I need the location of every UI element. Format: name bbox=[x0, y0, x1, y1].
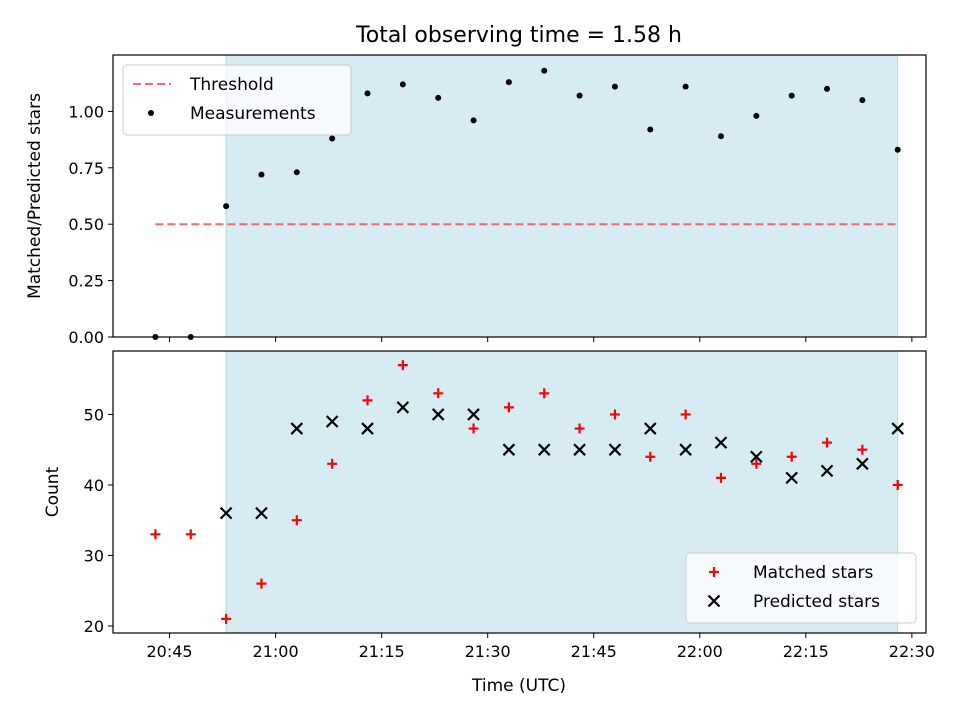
top-legend-box bbox=[122, 64, 352, 136]
measurement-point bbox=[505, 79, 512, 86]
measurement-point bbox=[717, 133, 724, 140]
matched-star-point bbox=[327, 458, 338, 469]
predicted-star-point bbox=[219, 506, 233, 520]
bottom-axes-frame bbox=[112, 350, 927, 634]
legend-label: Matched stars bbox=[753, 563, 873, 583]
predicted-star-point bbox=[750, 450, 763, 464]
predicted-star-point bbox=[502, 443, 516, 456]
matched-star-point bbox=[397, 360, 408, 371]
x-tick-label: 22:15 bbox=[783, 642, 829, 661]
bottom-y-tick-label: 30 bbox=[84, 546, 104, 565]
x-tick-label: 21:30 bbox=[465, 642, 511, 661]
measurement-point bbox=[611, 83, 618, 90]
predicted-star-point bbox=[255, 506, 268, 520]
matched-star-point bbox=[645, 451, 656, 462]
matched-star-point bbox=[857, 444, 868, 455]
legend-matched-swatch bbox=[709, 567, 719, 577]
matched-star-point bbox=[221, 613, 232, 624]
matched-star-point bbox=[185, 529, 196, 540]
predicted-star-point bbox=[290, 422, 304, 435]
predicted-star-point bbox=[820, 464, 834, 478]
measurement-point bbox=[541, 67, 548, 74]
predicted-star-point bbox=[537, 443, 551, 456]
predicted-star-point bbox=[679, 443, 692, 456]
predicted-star-point bbox=[856, 457, 869, 471]
x-tick-label: 20:45 bbox=[147, 642, 193, 661]
predicted-star-point bbox=[467, 408, 480, 421]
predicted-star-point bbox=[431, 408, 445, 421]
bottom-legend-box bbox=[685, 552, 917, 624]
matched-star-point bbox=[291, 515, 302, 526]
legend-predicted-swatch bbox=[707, 594, 721, 608]
matched-star-point bbox=[468, 423, 479, 434]
top-panel: 0.00 0.25 0.50 0.75 1.00 Threshold Measurement… bbox=[68, 54, 927, 347]
measurement-point bbox=[399, 81, 406, 88]
top-y-axis-label: Matched/Predicted stars bbox=[25, 93, 45, 299]
top-y-tick-label: 0.00 bbox=[68, 328, 104, 347]
legend-label: Threshold bbox=[189, 75, 274, 95]
matched-star-point bbox=[433, 388, 444, 399]
measurement-point bbox=[435, 94, 442, 101]
measurement-point bbox=[470, 117, 477, 124]
measurement-point bbox=[894, 146, 901, 153]
x-tick-label: 22:00 bbox=[677, 642, 723, 661]
chart-title: Total observing time = 1.58 h bbox=[355, 23, 682, 48]
measurement-point bbox=[859, 97, 866, 104]
top-y-tick-label: 0.25 bbox=[68, 272, 104, 291]
matched-star-point bbox=[786, 451, 797, 462]
matched-star-point bbox=[150, 529, 161, 540]
measurement-point bbox=[223, 203, 230, 210]
measurement-point bbox=[788, 92, 795, 99]
matched-star-point bbox=[609, 409, 620, 420]
predicted-star-point bbox=[891, 422, 904, 435]
top-axes-frame bbox=[112, 54, 927, 338]
matched-star-point bbox=[362, 395, 373, 406]
measurement-point bbox=[293, 169, 300, 176]
matched-star-point bbox=[256, 578, 267, 589]
x-tick-label: 21:45 bbox=[571, 642, 617, 661]
predicted-star-point bbox=[361, 422, 374, 435]
measurement-point bbox=[682, 83, 689, 90]
measurement-point bbox=[824, 85, 831, 92]
legend-label: Predicted stars bbox=[753, 592, 880, 612]
predicted-star-point bbox=[644, 422, 657, 435]
predicted-star-point bbox=[714, 436, 728, 449]
measurement-point bbox=[329, 135, 336, 142]
measurement-point bbox=[647, 126, 654, 133]
matched-star-point bbox=[539, 388, 550, 399]
predicted-star-point bbox=[608, 443, 622, 456]
measurement-point bbox=[258, 171, 265, 178]
x-tick-label: 21:00 bbox=[253, 642, 299, 661]
bottom-y-tick-label: 20 bbox=[84, 617, 104, 636]
top-legend: Threshold Measurements bbox=[122, 64, 352, 136]
predicted-star-point bbox=[325, 415, 339, 428]
bottom-y-tick-label: 40 bbox=[84, 476, 104, 495]
legend-measurement-swatch bbox=[148, 110, 154, 116]
legend-label: Measurements bbox=[190, 104, 316, 124]
matched-star-point bbox=[574, 423, 585, 434]
bottom-y-axis-label: Count bbox=[43, 466, 63, 517]
measurement-point bbox=[576, 92, 583, 99]
matched-star-point bbox=[715, 472, 726, 483]
predicted-star-point bbox=[573, 443, 586, 456]
bottom-y-tick-label: 50 bbox=[84, 405, 104, 424]
measurement-point bbox=[364, 90, 371, 97]
predicted-star-point bbox=[396, 401, 410, 414]
top-y-tick-label: 1.00 bbox=[68, 102, 104, 121]
matched-star-point bbox=[822, 437, 833, 448]
matched-star-point bbox=[503, 402, 514, 413]
x-axis-label: Time (UTC) bbox=[471, 676, 566, 696]
x-tick-label: 22:30 bbox=[889, 642, 935, 661]
predicted-star-point bbox=[785, 471, 798, 485]
matched-star-point bbox=[680, 409, 691, 420]
x-tick-label: 21:15 bbox=[359, 642, 405, 661]
matched-star-point bbox=[892, 479, 903, 490]
top-y-tick-label: 0.75 bbox=[68, 159, 104, 178]
bottom-legend: Matched stars Predicted stars bbox=[685, 552, 917, 624]
bottom-panel: 20 30 40 50 20:45 21:00 21:15 21:30 21:45 22:00 22… bbox=[84, 350, 935, 661]
matched-star-point bbox=[751, 458, 762, 469]
measurement-point bbox=[753, 112, 760, 119]
top-y-tick-label: 0.50 bbox=[68, 215, 104, 234]
